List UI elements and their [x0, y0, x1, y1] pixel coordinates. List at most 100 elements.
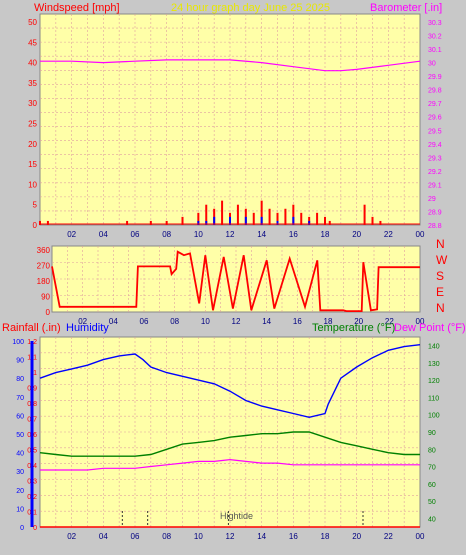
hightide-label: Hightide [220, 511, 253, 521]
time-tick-label: 22 [385, 317, 394, 326]
barometer-tick-label: 30.1 [428, 47, 442, 54]
time-tick-label: 08 [162, 230, 171, 239]
time-tick-label: 10 [201, 317, 210, 326]
direction-tick-label: 0 [46, 308, 51, 317]
windspeed-tick-label: 0 [33, 221, 38, 230]
windspeed-tick-label: 20 [28, 140, 37, 149]
time-tick-label: 18 [324, 317, 333, 326]
windspeed-tick-label: 45 [28, 38, 37, 47]
barometer-tick-label: 29.7 [428, 101, 442, 108]
barometer-tick-label: 29 [428, 196, 436, 203]
time-tick-label: 12 [226, 532, 235, 541]
windspeed-axis-title: Windspeed [mph] [34, 2, 120, 14]
humidity-tick-label: 60 [16, 413, 24, 420]
humidity-tick-label: 0 [20, 525, 24, 532]
rainfall-tick-label: 0 [33, 525, 37, 532]
windspeed-tick-label: 15 [28, 160, 37, 169]
barometer-tick-label: 29.5 [428, 128, 442, 135]
humidity-temperature-grid [40, 337, 420, 527]
windspeed-tick-label: 35 [28, 79, 37, 88]
chart-tick-labels: 0510152025303540455028.828.92929.129.229… [12, 18, 448, 541]
humidity-tick-label: 50 [16, 432, 24, 439]
chart-title: 24 hour graph day June 25 2025 [171, 2, 330, 14]
time-tick-label: 00 [416, 230, 425, 239]
time-tick-label: 00 [416, 532, 425, 541]
time-tick-label: 20 [352, 532, 361, 541]
time-tick-label: 08 [162, 532, 171, 541]
barometer-tick-label: 30.2 [428, 34, 442, 41]
time-tick-label: 14 [262, 317, 271, 326]
temperature-tick-label: 100 [428, 413, 440, 420]
humidity-tick-label: 10 [16, 506, 24, 513]
windspeed-tick-label: 5 [33, 201, 38, 210]
rainfall-tick-label: 1 [33, 370, 37, 377]
time-tick-label: 02 [67, 532, 76, 541]
humidity-tick-label: 70 [16, 395, 24, 402]
time-tick-label: 08 [170, 317, 179, 326]
barometer-tick-label: 28.9 [428, 209, 442, 216]
barometer-tick-label: 29.2 [428, 169, 442, 176]
humidity-axis-title: Humidity [66, 322, 109, 334]
barometer-tick-label: 29.1 [428, 182, 442, 189]
compass-label: N [436, 301, 445, 315]
compass-label: N [436, 237, 445, 251]
humidity-tick-label: 90 [16, 358, 24, 365]
direction-tick-label: 180 [37, 277, 51, 286]
barometer-tick-label: 29.9 [428, 74, 442, 81]
rainfall-axis-title: Rainfall (.in) [2, 322, 61, 334]
temperature-tick-label: 50 [428, 499, 436, 506]
wind-direction-series-line [51, 250, 420, 313]
time-tick-label: 12 [226, 230, 235, 239]
barometer-tick-label: 30 [428, 61, 436, 68]
humidity-tick-label: 40 [16, 451, 24, 458]
temperature-tick-label: 70 [428, 465, 436, 472]
temperature-axis-title: Temperature (°F) [312, 322, 395, 334]
barometer-axis-title: Barometer [.in] [370, 2, 442, 14]
chart-series [39, 59, 421, 528]
windspeed-tick-label: 25 [28, 120, 37, 129]
wind-barometer-grid [40, 14, 420, 225]
temperature-tick-label: 140 [428, 344, 440, 351]
time-tick-label: 02 [78, 317, 87, 326]
dewpoint-series-line [40, 458, 420, 471]
direction-tick-label: 90 [41, 293, 50, 302]
time-tick-label: 06 [131, 230, 140, 239]
time-tick-label: 12 [232, 317, 241, 326]
time-tick-label: 20 [352, 230, 361, 239]
time-tick-label: 14 [257, 532, 266, 541]
direction-tick-label: 360 [37, 246, 51, 255]
windspeed-tick-label: 40 [28, 59, 37, 68]
time-tick-label: 20 [354, 317, 363, 326]
time-tick-label: 06 [140, 317, 149, 326]
temperature-tick-label: 90 [428, 430, 436, 437]
barometer-tick-label: 29.6 [428, 115, 442, 122]
time-tick-label: 04 [109, 317, 118, 326]
compass-label: E [436, 285, 444, 299]
time-tick-label: 18 [321, 532, 330, 541]
compass-label: W [436, 253, 448, 267]
humidity-series-line [39, 344, 421, 419]
time-tick-label: 22 [384, 532, 393, 541]
barometer-tick-label: 28.8 [428, 223, 442, 230]
time-tick-label: 04 [99, 230, 108, 239]
windspeed-tick-label: 10 [28, 180, 37, 189]
temperature-tick-label: 120 [428, 378, 440, 385]
barometer-tick-label: 29.8 [428, 88, 442, 95]
time-tick-label: 00 [416, 317, 425, 326]
windspeed-tick-label: 30 [28, 99, 37, 108]
temperature-tick-label: 60 [428, 482, 436, 489]
time-tick-label: 16 [293, 317, 302, 326]
time-tick-label: 22 [384, 230, 393, 239]
windspeed-tick-label: 50 [28, 18, 37, 27]
barometer-tick-label: 29.3 [428, 155, 442, 162]
humidity-tick-label: 20 [16, 488, 24, 495]
humidity-tick-label: 30 [16, 469, 24, 476]
time-tick-label: 10 [194, 532, 203, 541]
temperature-series-line [39, 431, 420, 457]
barometer-tick-label: 30.3 [428, 20, 442, 27]
time-tick-label: 14 [257, 230, 266, 239]
time-tick-label: 04 [99, 532, 108, 541]
temperature-tick-label: 130 [428, 361, 440, 368]
